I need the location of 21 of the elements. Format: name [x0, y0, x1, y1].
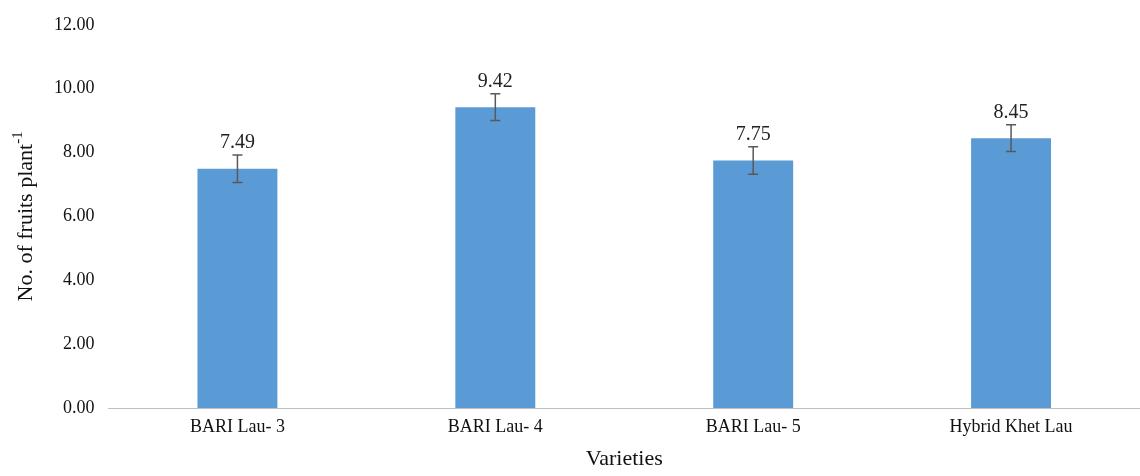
x-tick-label: BARI Lau- 5	[705, 415, 801, 436]
x-tick-label: Hybrid Khet Lau	[949, 415, 1073, 436]
data-label: 9.42	[477, 69, 513, 92]
x-tick-label: BARI Lau- 4	[447, 415, 543, 436]
y-tick-label: 12.00	[54, 13, 95, 34]
data-label: 7.75	[735, 122, 771, 145]
x-tick-label: BARI Lau- 3	[189, 415, 285, 436]
y-tick-label: 2.00	[63, 332, 95, 353]
bar	[971, 138, 1052, 408]
y-tick-label: 10.00	[54, 77, 95, 98]
data-label: 8.45	[993, 100, 1029, 122]
y-axis-title: No. of fruits plant-1	[8, 131, 37, 302]
data-label: 7.49	[219, 130, 255, 153]
y-tick-label: 4.00	[63, 269, 95, 289]
y-tick-label: 0.00	[63, 396, 95, 417]
x-axis-title: Varieties	[585, 444, 663, 470]
bar	[713, 160, 794, 408]
bar	[455, 107, 536, 408]
y-tick-label: 8.00	[63, 141, 95, 162]
y-tick-label: 6.00	[63, 205, 95, 226]
bar	[197, 168, 278, 408]
